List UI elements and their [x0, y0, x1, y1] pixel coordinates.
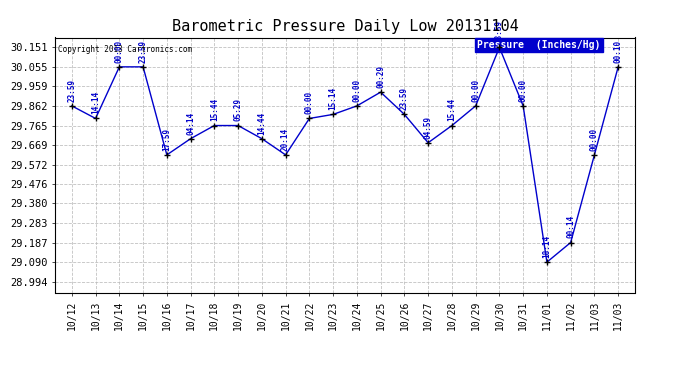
Text: 14:14: 14:14: [91, 91, 100, 114]
Text: 00:00: 00:00: [590, 128, 599, 151]
Text: 23:59: 23:59: [495, 20, 504, 43]
Text: 23:59: 23:59: [68, 79, 77, 102]
Text: 04:59: 04:59: [424, 116, 433, 139]
Text: Pressure  (Inches/Hg): Pressure (Inches/Hg): [477, 40, 600, 50]
Text: 00:00: 00:00: [519, 79, 528, 102]
Text: 00:10: 00:10: [613, 39, 622, 63]
Text: 15:14: 15:14: [328, 87, 337, 110]
Text: 14:44: 14:44: [257, 111, 266, 135]
Text: 17:59: 17:59: [162, 128, 171, 151]
Text: 00:00: 00:00: [305, 91, 314, 114]
Text: 15:44: 15:44: [210, 98, 219, 122]
Text: 23:59: 23:59: [400, 87, 409, 110]
Text: 00:00: 00:00: [353, 79, 362, 102]
Text: 23:59: 23:59: [139, 39, 148, 63]
Text: 20:14: 20:14: [281, 128, 290, 151]
Text: 04:14: 04:14: [186, 111, 195, 135]
Text: 00:29: 00:29: [376, 65, 385, 88]
Text: Copyright 2013 Cartronics.com: Copyright 2013 Cartronics.com: [58, 45, 193, 54]
Title: Barometric Pressure Daily Low 20131104: Barometric Pressure Daily Low 20131104: [172, 18, 518, 33]
Text: 05:29: 05:29: [234, 98, 243, 122]
Text: 00:14: 00:14: [566, 215, 575, 238]
Text: 15:44: 15:44: [447, 98, 456, 122]
Text: 00:00: 00:00: [471, 79, 480, 102]
Text: 18:14: 18:14: [542, 235, 551, 258]
Text: 00:00: 00:00: [115, 39, 124, 63]
